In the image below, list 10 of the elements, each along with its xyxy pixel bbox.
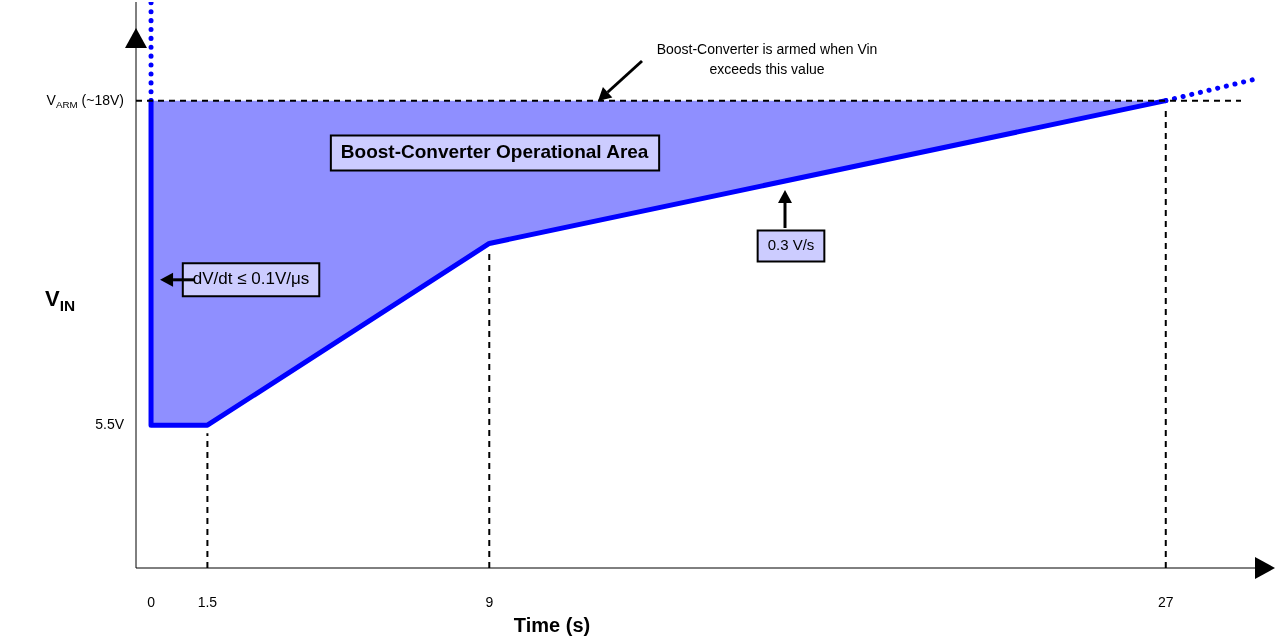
annotation: Boost-Converter Operational Area xyxy=(340,141,649,163)
annotation: dV/dt ≤ 0.1V/μs xyxy=(192,269,310,289)
x-tick-label: 0 xyxy=(147,593,156,610)
annotation: Boost-Converter is armed when Vin exceeds this value xyxy=(656,40,878,77)
x-tick-label: 27 xyxy=(1157,593,1174,610)
x-axis-title: Time (s) xyxy=(513,613,591,636)
y-tick-label: 5.5V xyxy=(95,416,125,433)
x-tick-label: 9 xyxy=(485,593,494,610)
x-tick-label: 1.5 xyxy=(197,593,218,610)
annotation: 0.3 V/s xyxy=(767,236,815,254)
